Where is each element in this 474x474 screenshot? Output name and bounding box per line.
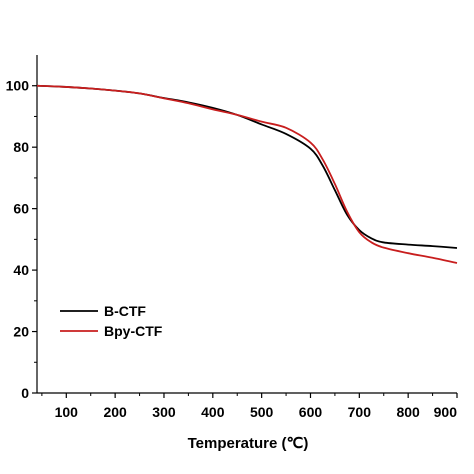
y-tick-label: 100 (6, 78, 30, 94)
y-tick-label: 0 (21, 385, 29, 401)
legend: B-CTF Bpy-CTF (60, 303, 163, 339)
series-line-b-ctf (36, 84, 458, 249)
x-tick-label: 800 (396, 404, 420, 420)
plot-frame (36, 55, 457, 394)
x-tick-label: 700 (348, 404, 372, 420)
y-axis: 0 20 40 60 80 100 (6, 78, 37, 401)
x-tick-label: 600 (299, 404, 323, 420)
series-line-bpy-ctf (36, 84, 458, 264)
legend-label: Bpy-CTF (104, 323, 163, 339)
y-tick-label: 80 (13, 139, 29, 155)
x-tick-label: 300 (152, 404, 176, 420)
y-tick-label: 40 (13, 262, 29, 278)
x-tick-label: 900 (434, 404, 458, 420)
y-tick-label: 60 (13, 201, 29, 217)
x-tick-label: 500 (250, 404, 274, 420)
x-tick-label: 100 (55, 404, 79, 420)
x-axis: 100 200 300 400 500 600 700 800 900 (41, 393, 458, 420)
y-tick-label: 20 (13, 324, 29, 340)
x-tick-label: 200 (103, 404, 127, 420)
x-axis-title: Temperature (℃) (188, 435, 309, 452)
series-layer (36, 84, 458, 264)
legend-label: B-CTF (104, 303, 146, 319)
x-tick-label: 400 (201, 404, 225, 420)
